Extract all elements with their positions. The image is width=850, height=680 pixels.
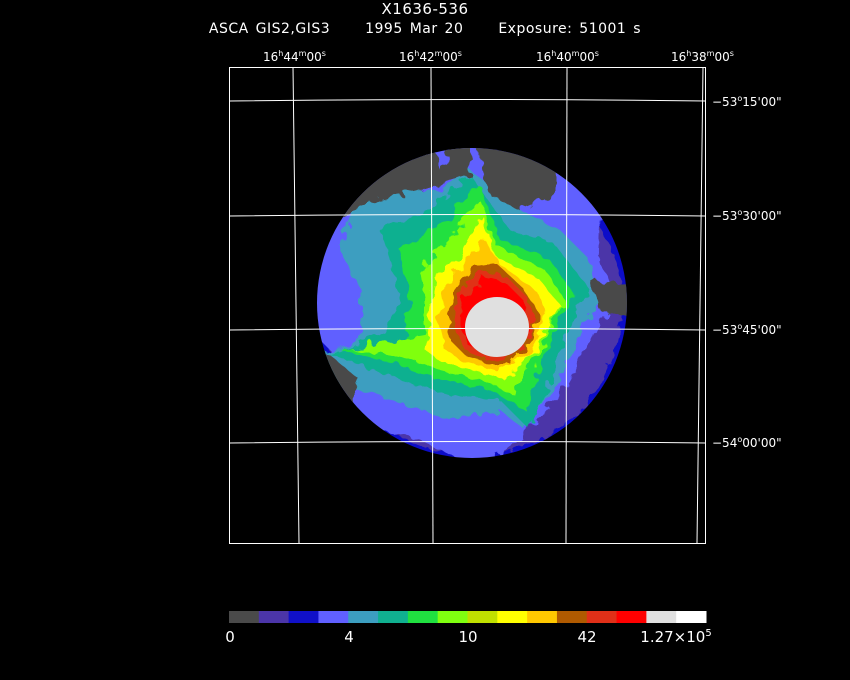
- dec-tick-label: −53o30'00": [712, 208, 782, 223]
- colorbar-swatch: [258, 611, 290, 623]
- ra-gridline: [430, 67, 434, 543]
- colorbar: [229, 611, 707, 623]
- ra-gridline: [292, 67, 300, 543]
- colorbar-swatch: [676, 611, 707, 623]
- colorbar-max-label: 1.27×105: [640, 628, 712, 646]
- dec-tick-label: −53o45'00": [712, 322, 782, 337]
- colorbar-swatch: [646, 611, 677, 623]
- plot-frame: [229, 67, 706, 544]
- colorbar-label: 10: [458, 628, 478, 646]
- colorbar-swatch: [467, 611, 498, 623]
- colorbar-swatch: [318, 611, 349, 623]
- colorbar-swatch: [527, 611, 558, 623]
- dec-gridline: [229, 99, 706, 102]
- colorbar-swatch: [378, 611, 409, 623]
- ra-gridline: [565, 67, 568, 543]
- colorbar-label: 4: [344, 628, 354, 646]
- colorbar-swatch: [586, 611, 618, 623]
- colorbar-swatch: [407, 611, 439, 623]
- colorbar-swatch: [437, 611, 468, 623]
- observation-info: ASCA GIS2,GIS3 1995 Mar 20 Exposure: 510…: [0, 21, 850, 37]
- exposure-label: Exposure: 51001 s: [498, 21, 642, 37]
- dec-gridline: [229, 328, 706, 331]
- ra-tick-label: 16h40m00s: [536, 49, 599, 64]
- dec-axis-labels: −53o15'00" −53o30'00" −53o45'00" −54o00'…: [712, 94, 782, 450]
- dec-gridline: [229, 214, 706, 217]
- instrument-label: ASCA GIS2,GIS3: [208, 21, 331, 37]
- ra-axis-labels: 16h44m00s 16h42m00s 16h40m00s 16h38m00s: [263, 49, 734, 64]
- ra-gridline: [696, 67, 704, 543]
- colorbar-swatch: [497, 611, 528, 623]
- date-label: 1995 Mar 20: [365, 21, 464, 37]
- colorbar-swatch: [616, 611, 647, 623]
- dec-tick-label: −53o15'00": [712, 94, 782, 109]
- colorbar-swatch: [556, 611, 588, 623]
- xray-intensity-map: [317, 148, 627, 458]
- object-title: X1636-536: [381, 0, 469, 18]
- colorbar-swatch: [348, 611, 379, 623]
- dec-gridline: [229, 441, 706, 444]
- colorbar-swatch: [288, 611, 319, 623]
- dec-tick-label: −54o00'00": [712, 435, 782, 450]
- coordinate-grid: [229, 67, 706, 544]
- colorbar-swatch: [229, 611, 260, 623]
- colorbar-label: 0: [225, 628, 235, 646]
- ra-tick-label: 16h42m00s: [399, 49, 462, 64]
- colorbar-label: 42: [577, 628, 597, 646]
- ra-tick-label: 16h38m00s: [671, 49, 734, 64]
- ra-tick-label: 16h44m00s: [263, 49, 326, 64]
